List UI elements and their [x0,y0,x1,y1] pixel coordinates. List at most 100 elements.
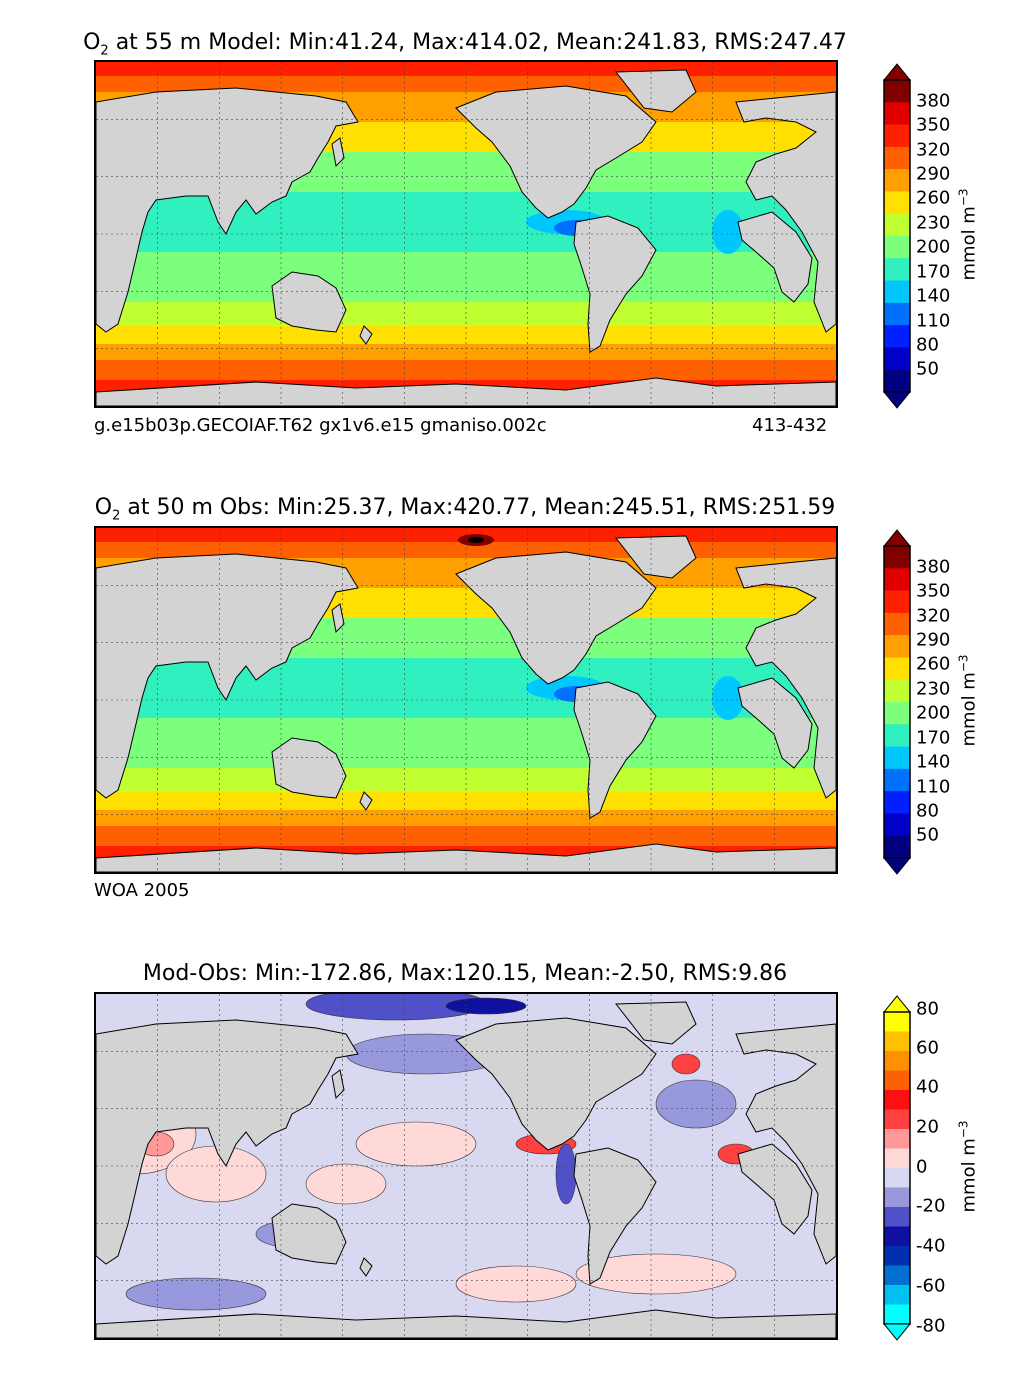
obs-caption-left: WOA 2005 [94,880,190,901]
land-mass [359,1257,373,1277]
low-oxygen-zone [712,210,744,254]
land-mass [614,69,697,113]
colorbar-tick-label: 50 [916,824,939,846]
model-colorbar-unit: mmol m−3 [956,188,980,281]
colorbar-tick-label: 290 [916,163,951,185]
colorbar-segment [884,612,910,636]
colorbar-segment [884,1226,910,1247]
land-mass [614,1001,697,1045]
land-mass [271,737,347,799]
colorbar-segment [884,724,910,748]
colorbar-segment [884,213,910,237]
colorbar-tick-label: 60 [916,1037,939,1059]
colorbar-tick-label: 200 [916,702,951,724]
model-caption-left: g.e15b03p.GECOIAF.T62 gx1v6.e15 gmaniso.… [94,415,547,436]
land-mass [735,1023,836,1265]
land-mass [737,211,813,303]
colorbar-segment [884,1031,910,1052]
colorbar-segment [884,258,910,282]
difference-contour [355,1121,477,1167]
land-mass [359,791,373,811]
colorbar-tick-label: 260 [916,187,951,209]
colorbar-segment [884,1012,910,1032]
colorbar-tick-label: 320 [916,605,951,627]
model-caption-right: 413-432 [752,415,828,436]
land-mass [735,557,836,799]
colorbar-tick-label: -60 [916,1275,946,1297]
colorbar-segment [884,1285,910,1305]
colorbar-extend-top [882,995,912,1013]
colorbar-tick-label: 140 [916,751,951,773]
difference-contour [655,1079,737,1129]
diff-colorbar [882,992,912,1344]
difference-contour [165,1145,267,1203]
land-mass [614,535,697,579]
obs-title: O2 at 50 m Obs: Min:25.37, Max:420.77, M… [94,495,836,524]
colorbar-tick-label: 290 [916,629,951,651]
land-mass [331,137,345,168]
colorbar-segment [884,813,910,837]
land-mass [96,1019,359,1265]
colorbar-tick-label: 170 [916,261,951,283]
model-title: O2 at 55 m Model: Min:41.24, Max:414.02,… [83,30,847,59]
land-mass [96,553,359,799]
colorbar-tick-label: 170 [916,727,951,749]
difference-contour [305,1163,387,1205]
colorbar-segment [884,169,910,192]
colorbar-segment [884,1051,910,1071]
colorbar-segment [884,546,910,569]
high-oxygen-zone [468,537,484,543]
colorbar-tick-label: 20 [916,1116,939,1138]
colorbar-segment [884,325,910,348]
land-mass [455,85,657,219]
colorbar-tick-label: 260 [916,653,951,675]
land-mass [573,215,657,353]
colorbar-segment [884,124,910,148]
model-map [94,60,838,408]
colorbar-segment [884,80,910,103]
land-mass [573,681,657,819]
colorbar-segment [884,1070,910,1091]
land-mass [455,1017,657,1151]
land-mass [735,91,836,333]
colorbar-tick-label: 110 [916,310,951,332]
colorbar-segment [884,679,910,703]
obs-colorbar [882,526,912,878]
land-mass [271,271,347,333]
colorbar-segment [884,702,910,725]
colorbar-segment [884,236,910,259]
colorbar-segment [884,1109,910,1130]
colorbar-segment [884,146,910,170]
difference-contour [455,1265,577,1303]
colorbar-tick-label: -80 [916,1315,946,1337]
colorbar-segment [884,768,910,792]
colorbar-tick-label: 80 [916,334,939,356]
colorbar-segment [884,1246,910,1266]
colorbar-tick-label: 80 [916,800,939,822]
colorbar-tick-label: 140 [916,285,951,307]
colorbar-segment [884,102,910,126]
colorbar-extend-top [882,63,912,81]
colorbar-tick-label: 380 [916,90,951,112]
colorbar-segment [884,635,910,658]
difference-contour [671,1053,701,1075]
colorbar-segment [884,1304,910,1325]
colorbar-extend-top [882,529,912,547]
difference-contour [575,1253,737,1295]
colorbar-segment [884,1207,910,1227]
colorbar-tick-label: 350 [916,114,951,136]
colorbar-segment [884,568,910,592]
colorbar-segment [884,347,910,371]
colorbar-segment [884,835,910,859]
land-mass [737,677,813,769]
land-mass [573,1147,657,1285]
land-mass [331,603,345,634]
oxygen-contour-band [96,326,836,344]
colorbar-segment [884,1129,910,1149]
colorbar-extend-bottom [882,857,912,875]
land-mass [331,1069,345,1100]
land-mass [455,551,657,685]
colorbar-tick-label: 230 [916,678,951,700]
colorbar-segment [884,590,910,614]
land-mass [96,87,359,333]
